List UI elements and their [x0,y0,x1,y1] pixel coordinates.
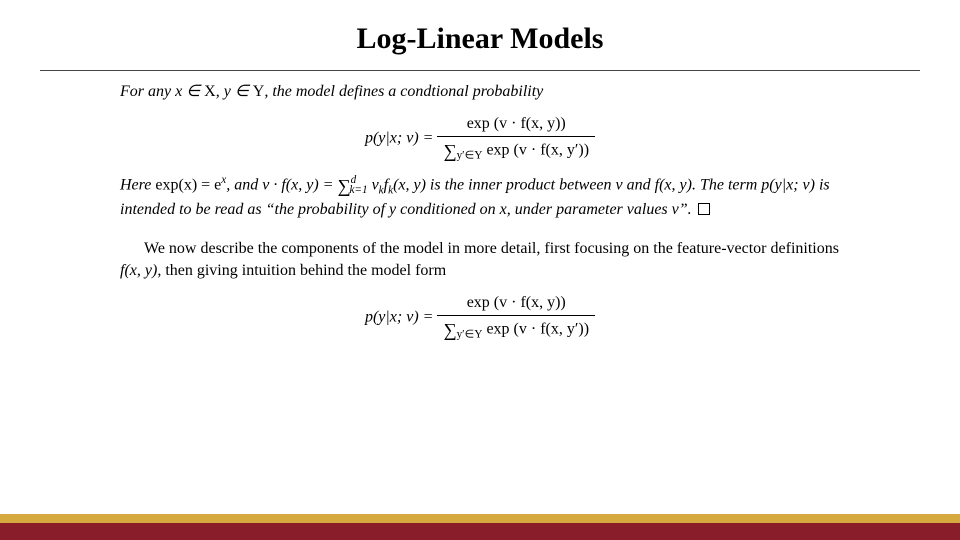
denominator: ∑y′∈Y exp (v · f(x, y′)) [437,137,595,164]
text: , and [226,176,262,193]
text: For any [120,83,175,100]
text: We now describe the components of the mo… [144,240,839,257]
eq-lhs: p(y|x; v) = [365,129,437,146]
text: . The term [692,176,761,193]
fraction: exp (v · f(x, y)) ∑y′∈Y exp (v · f(x, y′… [437,113,595,164]
numerator: exp (v · f(x, y)) [437,292,595,317]
math: x [500,201,507,218]
footer-maroon-stripe [0,523,960,540]
text: and [623,176,655,193]
slide: Log-Linear Models For any x ∈ X, y ∈ Y, … [0,0,960,540]
math: f(x, y) [655,176,692,193]
title-divider [40,70,920,71]
sum-sub: k=1 [349,184,367,196]
term: v [368,176,379,193]
definition-paragraph: For any x ∈ X, y ∈ Y, the model defines … [120,81,840,103]
equation-1: p(y|x; v) = exp (v · f(x, y)) ∑y′∈Y exp … [120,113,840,164]
sum-sub: y′∈ [457,329,475,341]
text: conditioned on [396,201,500,218]
sum-sub: y′∈ [457,150,475,162]
description-paragraph: We now describe the components of the mo… [120,238,840,281]
math: v · f(x, y) = [262,176,337,193]
text: , then giving intuition behind the model… [157,262,446,279]
slide-title: Log-Linear Models [0,0,960,70]
math: exp(x) = e [155,176,221,193]
sum-symbol: ∑ [443,139,456,164]
text: is the inner product between [426,176,616,193]
text: Here [120,176,155,193]
math: p(y|x; v) [761,176,815,193]
numerator: exp (v · f(x, y)) [437,113,595,138]
math: f(x, y) [120,262,157,279]
math: v [616,176,623,193]
den-rest: exp (v · f(x, y′)) [482,141,589,158]
denominator: ∑y′∈Y exp (v · f(x, y′)) [437,316,595,343]
eq-lhs: p(y|x; v) = [365,308,437,325]
explanation-paragraph: Here exp(x) = ex, and v · f(x, y) = ∑dk=… [120,174,840,220]
set-X: X [204,83,216,100]
equation-2: p(y|x; v) = exp (v · f(x, y)) ∑y′∈Y exp … [120,292,840,343]
text: , [216,83,224,100]
text: ”. [679,201,692,218]
qed-box-icon [698,203,710,215]
math: y ∈ [224,83,253,100]
math: v [672,201,679,218]
footer-bar [0,514,960,540]
term: (x, y) [393,176,426,193]
fraction: exp (v · f(x, y)) ∑y′∈Y exp (v · f(x, y′… [437,292,595,343]
math: x ∈ [175,83,204,100]
sum-symbol: ∑ [443,318,456,343]
slide-content: For any x ∈ X, y ∈ Y, the model defines … [0,81,960,343]
den-rest: exp (v · f(x, y′)) [482,321,589,338]
footer-gold-stripe [0,514,960,523]
set-Y: Y [253,83,265,100]
text: , under parameter values [507,201,672,218]
text: , the model defines a condtional probabi… [264,83,543,100]
